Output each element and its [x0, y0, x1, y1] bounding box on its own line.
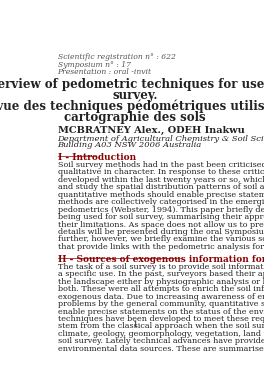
Text: cartographie des sols: cartographie des sols [64, 110, 206, 123]
Text: their limitations. As space does not allow us to present worked examples here, m: their limitations. As space does not all… [58, 220, 264, 229]
Text: methods are collectively categorised in the emerging field of soil science known: methods are collectively categorised in … [58, 198, 264, 206]
Text: Building A03 NSW 2006 Australia: Building A03 NSW 2006 Australia [58, 141, 202, 149]
Text: survey.: survey. [112, 89, 158, 102]
Text: both. These were all attempts to enrich the soil information through the use of: both. These were all attempts to enrich … [58, 285, 264, 293]
Text: the landscape either by physiographic analysis or by aerial photographic interpr: the landscape either by physiographic an… [58, 278, 264, 286]
Text: soil survey. Lately technical advances have provided us with a wealth of new: soil survey. Lately technical advances h… [58, 338, 264, 345]
Text: a specific use. In the past, surveyors based their approach on the qualitative a: a specific use. In the past, surveyors b… [58, 270, 264, 278]
Text: environmental data sources. These are summarised in Table 1.: environmental data sources. These are su… [58, 345, 264, 353]
Text: 1: 1 [133, 321, 138, 329]
Text: that provide links with the pedometric analysis for the enrichment of soil data.: that provide links with the pedometric a… [58, 243, 264, 251]
Text: exogenous data. Due to increasing awareness of environmental pollution and assoc: exogenous data. Due to increasing awaren… [58, 293, 264, 301]
Text: further, however, we briefly examine the various sources of environmental inform: further, however, we briefly examine the… [58, 235, 264, 244]
Text: enable precise statements on the status of the environment to be made. Pedometri: enable precise statements on the status … [58, 308, 264, 316]
Text: being used for soil survey, summarising their appropriateness in various instanc: being used for soil survey, summarising … [58, 213, 264, 221]
Text: qualitative in character. In response to these criticisms, quantitative models h: qualitative in character. In response to… [58, 168, 264, 176]
Text: I - Introduction: I - Introduction [58, 153, 136, 162]
Text: Une revue des techniques pédométriques utilisables en: Une revue des techniques pédométriques u… [0, 100, 264, 113]
Text: The task of a soil survey is to provide soil information for either general purp: The task of a soil survey is to provide … [58, 263, 264, 271]
Text: techniques have been developed to meet these requirements. Basically, these tech: techniques have been developed to meet t… [58, 315, 264, 323]
Text: problems by the general community, quantitative soil information is now required: problems by the general community, quant… [58, 300, 264, 308]
Text: Presentation : oral -invit: Presentation : oral -invit [58, 68, 152, 76]
Text: and study the spatial distribution patterns of soil as it occurs in the field. T: and study the spatial distribution patte… [58, 183, 264, 191]
Text: stem from the classical approach when the soil surveyor generally would study th: stem from the classical approach when th… [58, 323, 264, 330]
Text: details will be presented during the oral Symposium at the Congress. Before proc: details will be presented during the ora… [58, 228, 264, 236]
Text: developed within the last twenty years or so, which are being used to describe, : developed within the last twenty years o… [58, 176, 264, 184]
Text: II - Sources of exogenous information for soil data enrichment: II - Sources of exogenous information fo… [58, 255, 264, 264]
Text: pedometrics (Webster, 1994). This paper briefly describes the pedometric techniq: pedometrics (Webster, 1994). This paper … [58, 206, 264, 214]
Text: climate, geology, geomorphology, vegetation, land use and land use history prior: climate, geology, geomorphology, vegetat… [58, 330, 264, 338]
Text: Symposium n° : 17: Symposium n° : 17 [58, 60, 131, 69]
Text: An overview of pedometric techniques for use in soil: An overview of pedometric techniques for… [0, 78, 264, 91]
Text: Department of Agricultural Chemistry & Soil Science, The University of Sydney Ro: Department of Agricultural Chemistry & S… [58, 135, 264, 143]
Text: MCBRATNEY Alex., ODEH Inakwu: MCBRATNEY Alex., ODEH Inakwu [58, 126, 244, 135]
Text: quantitative methods should enable precise statements about the soil to be made.: quantitative methods should enable preci… [58, 191, 264, 199]
Text: Scientific registration n° : 622: Scientific registration n° : 622 [58, 53, 175, 62]
Text: Soil survey methods had in the past been criticised, perhaps justifiably, for be: Soil survey methods had in the past been… [58, 161, 264, 169]
